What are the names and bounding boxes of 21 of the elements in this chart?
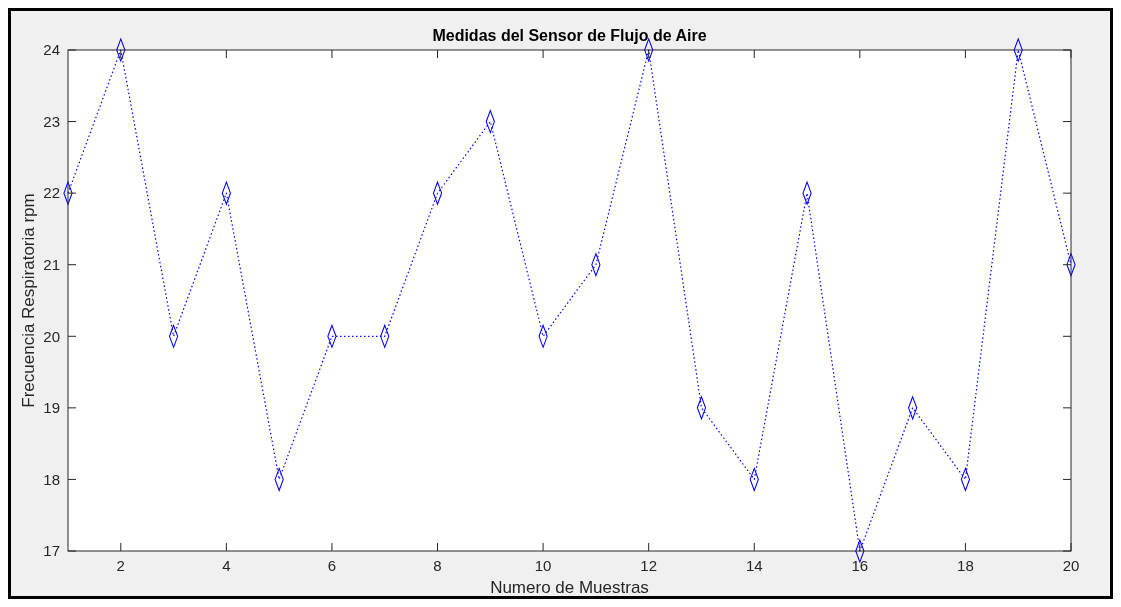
x-tick-label: 6 <box>327 557 337 574</box>
y-tick-label: 20 <box>43 327 60 345</box>
x-tick-label: 18 <box>957 557 974 574</box>
y-tick-label: 18 <box>43 470 60 488</box>
y-tick-label: 24 <box>43 41 60 59</box>
x-tick-label: 14 <box>745 557 763 574</box>
x-axis-title: Numero de Muestras <box>490 578 649 597</box>
x-tick-label: 20 <box>1062 557 1080 574</box>
x-tick-label: 12 <box>640 557 658 574</box>
y-tick-label: 23 <box>43 112 60 130</box>
x-tick-label: 2 <box>116 557 125 574</box>
x-tick-label: 8 <box>433 557 442 574</box>
y-tick-label: 21 <box>43 255 60 273</box>
x-tick-label: 16 <box>851 557 869 574</box>
chart-title: Medidas del Sensor de Flujo de Aire <box>432 27 707 44</box>
y-tick-label: 17 <box>43 542 60 560</box>
y-axis-title: Frecuencia Respiratoria rpm <box>19 193 38 408</box>
x-tick-label: 4 <box>222 557 231 574</box>
y-tick-label: 22 <box>43 184 60 202</box>
x-tick-label: 10 <box>534 557 552 574</box>
y-tick-label: 19 <box>43 399 60 417</box>
